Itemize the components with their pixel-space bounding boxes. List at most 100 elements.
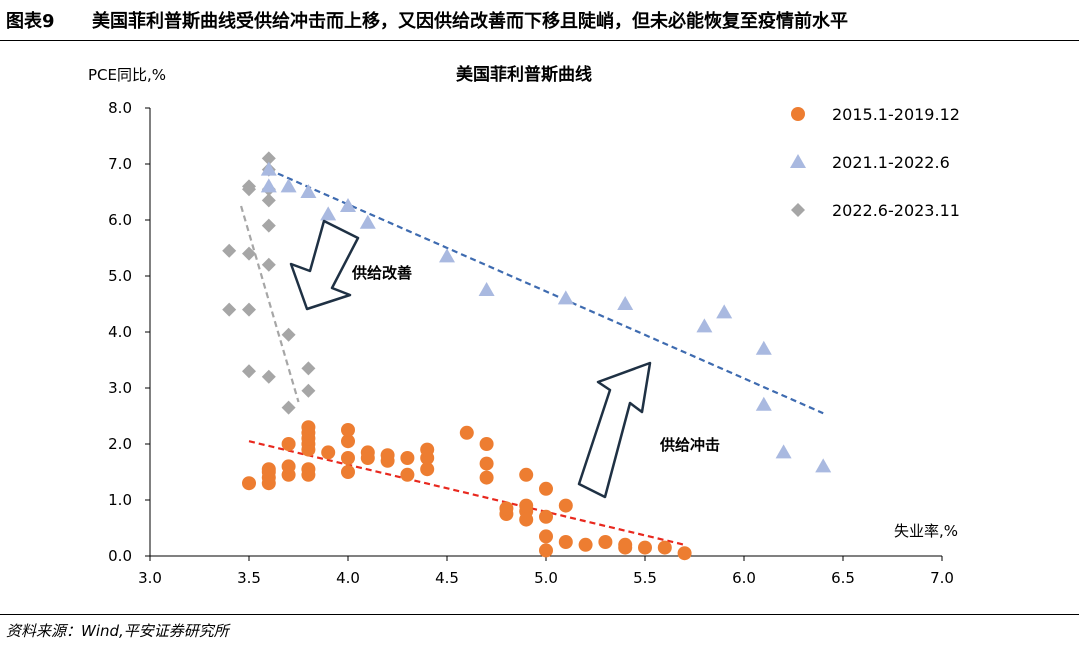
x-tick-label: 4.0 [336, 569, 360, 587]
x-tick-label: 4.5 [435, 569, 459, 587]
diamond-point [261, 369, 276, 384]
circle-point [539, 543, 553, 558]
circle-point [791, 107, 805, 121]
circle-point [539, 481, 553, 496]
circle-point [479, 437, 494, 451]
y-axis-label: PCE同比,% [88, 66, 166, 84]
annotation-supply-shock: 供给冲击 [659, 436, 720, 454]
triangle-point [716, 304, 733, 319]
annotation-supply-improvement: 供给改善 [351, 264, 412, 282]
x-tick-label: 6.0 [732, 569, 756, 587]
circle-point [281, 459, 296, 474]
diamond-point [242, 302, 256, 317]
triangle-point [478, 282, 495, 296]
triangle-point [439, 248, 455, 263]
diamond-point [242, 364, 256, 379]
triangle-point [300, 184, 317, 198]
triangle-point [815, 458, 832, 473]
circle-point [519, 467, 534, 482]
data-points [222, 151, 832, 561]
x-tick-label: 5.0 [534, 569, 558, 587]
circle-point [301, 462, 316, 477]
circle-point [638, 540, 652, 555]
x-tick-label: 7.0 [930, 569, 954, 587]
x-tick-label: 3.0 [138, 569, 162, 587]
supply-shock-arrow [577, 361, 652, 499]
y-tick-label: 3.0 [108, 379, 132, 397]
diamond-point [242, 246, 256, 261]
trendlines [240, 168, 824, 546]
circle-point [479, 470, 494, 485]
y-tick-label: 6.0 [108, 211, 132, 229]
triangle-point [280, 178, 297, 193]
diamond-point [281, 327, 296, 342]
figure-footer: 资料来源：Wind,平安证券研究所 [0, 614, 1079, 649]
legend-label: 2021.1-2022.6 [832, 153, 950, 172]
y-tick-label: 2.0 [108, 435, 132, 453]
triangle-point [260, 178, 277, 193]
y-tick-label: 5.0 [108, 267, 132, 285]
diamond-point [261, 257, 276, 272]
diamond-point [261, 193, 276, 208]
circle-point [519, 498, 534, 513]
figure-title: 美国菲利普斯曲线受供给冲击而上移，又因供给改善而下移且陡峭，但未必能恢复至疫情前… [92, 11, 848, 32]
circle-point [479, 456, 494, 471]
circle-point [539, 529, 553, 544]
triangle-point [755, 340, 772, 355]
circle-point [261, 462, 276, 477]
figure-number: 图表9 [6, 11, 55, 32]
circle-point [420, 442, 435, 457]
triangle-point [696, 318, 713, 333]
circle-point [341, 434, 355, 449]
chart-title: 美国菲利普斯曲线 [456, 64, 592, 85]
x-tick-label: 6.5 [831, 569, 855, 587]
triangle-point [320, 206, 337, 221]
triangle-point [260, 161, 277, 176]
diamond-point [791, 203, 805, 217]
circle-point [420, 462, 435, 477]
trendline [240, 205, 300, 403]
y-tick-label: 1.0 [108, 491, 132, 509]
diamond-point [242, 182, 256, 197]
circle-point [400, 451, 415, 465]
circle-point [677, 546, 692, 561]
triangle-point [775, 444, 792, 459]
supply-improvement-arrow [289, 219, 360, 311]
diamond-point [222, 243, 237, 258]
legend: 2015.1-2019.12 2021.1-2022.6 2022.6-2023.1… [790, 105, 960, 220]
figure-header: 图表9 美国菲利普斯曲线受供给冲击而上移，又因供给改善而下移且陡峭，但未必能恢复… [0, 0, 1079, 41]
circle-point [400, 467, 415, 482]
triangle-point [359, 214, 376, 229]
x-axis-label: 失业率,% [894, 522, 958, 540]
circle-point [341, 423, 355, 437]
diamond-point [301, 361, 316, 376]
trendline [248, 440, 685, 546]
y-tick-label: 4.0 [108, 323, 132, 341]
trendline [268, 168, 824, 415]
diamond-point [222, 302, 237, 317]
x-tick-label: 3.5 [237, 569, 261, 587]
diamond-point [261, 218, 276, 233]
triangle-point [340, 198, 356, 212]
circle-point [301, 420, 316, 435]
circle-point [459, 425, 474, 440]
diamond-point [261, 151, 276, 166]
triangle-point [617, 296, 634, 310]
circle-point [657, 540, 672, 555]
y-tick-label: 0.0 [108, 547, 132, 565]
y-tick-label: 8.0 [108, 99, 132, 117]
circle-point [341, 465, 355, 479]
circle-point [578, 537, 593, 552]
circle-point [499, 501, 514, 516]
y-tick-label: 7.0 [108, 155, 132, 173]
diamond-point [301, 383, 316, 398]
circle-point [242, 476, 256, 491]
circle-point [618, 537, 633, 552]
triangle-point [755, 396, 772, 411]
circle-point [360, 445, 375, 460]
circle-point [321, 445, 336, 460]
diamond-point [281, 400, 296, 415]
circle-point [558, 498, 573, 513]
legend-label: 2022.6-2023.11 [832, 201, 960, 220]
